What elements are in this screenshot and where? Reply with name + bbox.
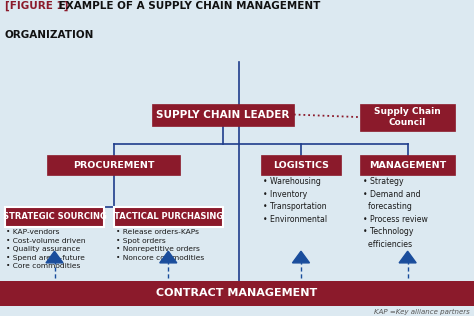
FancyBboxPatch shape xyxy=(5,207,104,227)
Text: SUPPLY CHAIN LEADER: SUPPLY CHAIN LEADER xyxy=(156,110,290,119)
Text: • Release orders-KAPs
• Spot orders
• Nonrepetitive orders
• Noncore commodities: • Release orders-KAPs • Spot orders • No… xyxy=(116,229,204,261)
Text: STRATEGIC SOURCING: STRATEGIC SOURCING xyxy=(2,212,107,222)
Polygon shape xyxy=(160,251,177,263)
Text: Supply Chain
Council: Supply Chain Council xyxy=(374,107,441,127)
Text: [FIGURE 1]: [FIGURE 1] xyxy=(5,1,68,11)
Text: TACTICAL PURCHASING: TACTICAL PURCHASING xyxy=(114,212,223,222)
Text: LOGISTICS: LOGISTICS xyxy=(273,161,329,170)
Polygon shape xyxy=(46,251,63,263)
FancyBboxPatch shape xyxy=(47,155,180,175)
Text: PROCUREMENT: PROCUREMENT xyxy=(73,161,155,170)
FancyBboxPatch shape xyxy=(0,281,474,306)
Polygon shape xyxy=(292,251,310,263)
Text: MANAGEMENT: MANAGEMENT xyxy=(369,161,446,170)
FancyBboxPatch shape xyxy=(360,104,455,131)
Text: EXAMPLE OF A SUPPLY CHAIN MANAGEMENT: EXAMPLE OF A SUPPLY CHAIN MANAGEMENT xyxy=(55,1,320,11)
Text: • Warehousing
• Inventory
• Transportation
• Environmental: • Warehousing • Inventory • Transportati… xyxy=(263,177,327,224)
Text: CONTRACT MANAGEMENT: CONTRACT MANAGEMENT xyxy=(156,288,318,298)
Text: ORGANIZATION: ORGANIZATION xyxy=(5,30,94,40)
FancyBboxPatch shape xyxy=(261,155,341,175)
Text: KAP =Key alliance partners: KAP =Key alliance partners xyxy=(374,309,469,315)
FancyBboxPatch shape xyxy=(114,207,223,227)
Polygon shape xyxy=(399,251,416,263)
FancyBboxPatch shape xyxy=(360,155,455,175)
Text: • KAP-vendors
• Cost-volume driven
• Quality assurance
• Spend areas-future
• Co: • KAP-vendors • Cost-volume driven • Qua… xyxy=(6,229,86,269)
FancyBboxPatch shape xyxy=(152,104,294,125)
Text: • Strategy
• Demand and
  forecasting
• Process review
• Technology
  efficienci: • Strategy • Demand and forecasting • Pr… xyxy=(363,177,428,249)
